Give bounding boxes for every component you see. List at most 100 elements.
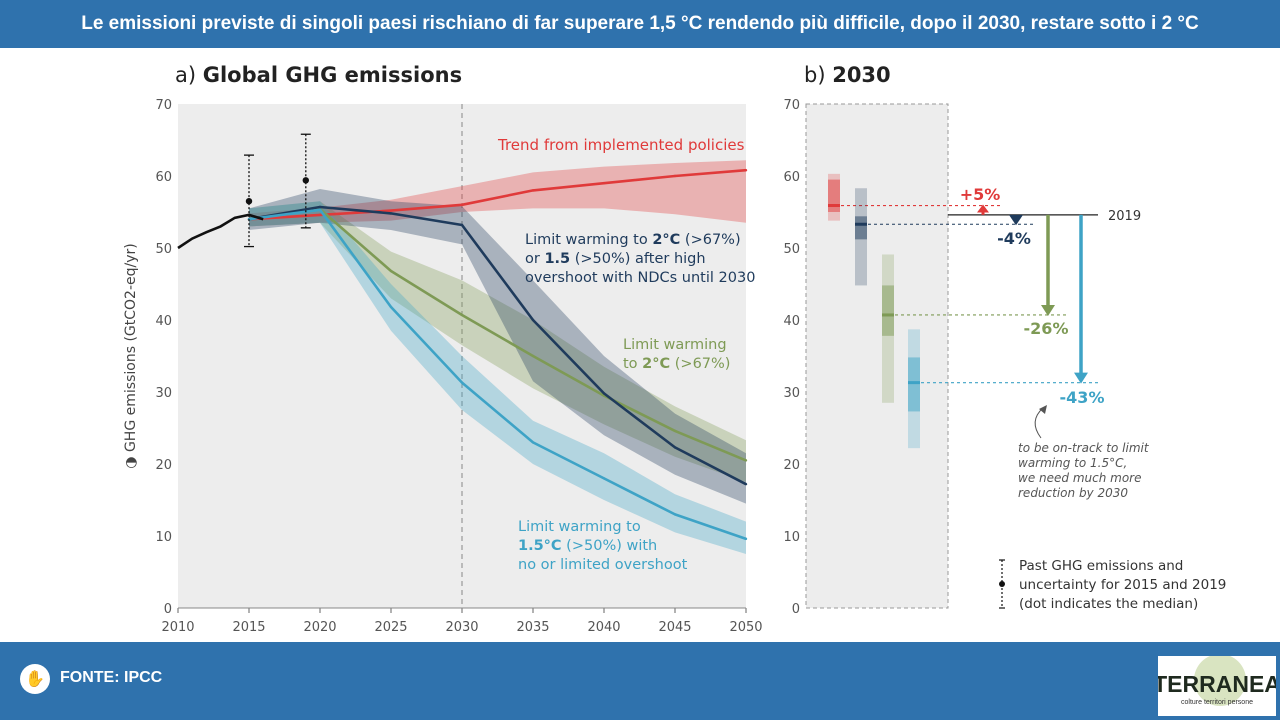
point-policies (460, 203, 464, 206)
reference-label-2019: 2019 (1108, 209, 1141, 224)
annotation-text: warming to 1.5°C, (1018, 456, 1127, 470)
x-tick-label: 2050 (729, 620, 762, 635)
point-policies (602, 182, 606, 185)
logo-tagline: colture territori persone (1181, 699, 1253, 706)
change-label-policies: +5% (960, 185, 1001, 204)
uncertainty-median (302, 177, 309, 184)
line-ndc (248, 205, 747, 486)
legend-text: uncertainty for 2015 and 2019 (1019, 577, 1226, 593)
panel-a-title: a) Global GHG emissions (175, 63, 462, 87)
line-c2 (248, 207, 747, 462)
y-tick-label: 10 (155, 530, 172, 545)
y-tick-label: 0 (164, 602, 172, 617)
label-15c: Limit warming to (518, 519, 641, 535)
range-median-ndc (855, 222, 867, 226)
x-tick-label: 2045 (658, 620, 691, 635)
range-median-policies (828, 204, 840, 208)
y-tick-label: 70 (783, 98, 800, 113)
hand-icon: ✋ (20, 664, 50, 694)
point-c2 (744, 459, 748, 462)
y-tick-label: 50 (155, 242, 172, 257)
panel-b-title: b) 2030 (804, 63, 891, 87)
panel-b-2030: b) 2030 0 10 20 30 40 50 60 70 2019 +5% -4% -26% -43%… (783, 63, 1226, 617)
point-c15 (531, 441, 535, 444)
range-iqr-policies (828, 179, 840, 212)
legend-text: (dot indicates the median) (1019, 596, 1198, 612)
point-ndc (389, 212, 393, 215)
point-ndc (531, 318, 535, 322)
line-historical (177, 213, 264, 250)
panel-a-global-emissions: a) Global GHG emissions01020304050607020… (123, 63, 763, 635)
point-c15 (673, 513, 677, 516)
point-c2 (531, 354, 535, 358)
point-policies (673, 174, 677, 178)
range-iqr-ndc (855, 216, 867, 240)
x-tick-label: 2035 (516, 620, 549, 635)
range-iqr-c15 (908, 357, 920, 412)
line-c15 (248, 208, 747, 541)
y-tick-label: 40 (783, 314, 800, 329)
band-policies (249, 160, 746, 227)
label-2c: Limit warming (623, 337, 727, 353)
banner-title: Le emissioni previste di singoli paesi r… (0, 0, 1280, 48)
point-c2 (673, 429, 677, 433)
x-tick-label: 2010 (161, 620, 194, 635)
point-c15 (389, 305, 393, 309)
annotation-text: to be on-track to limit (1018, 441, 1150, 455)
label-2c: to 2°C (>67%) (623, 356, 730, 372)
y-tick-label: 20 (783, 458, 800, 473)
range-iqr-c2 (882, 285, 894, 336)
point-ndc (744, 482, 748, 486)
x-tick-label: 2030 (445, 620, 478, 635)
label-ndc: or 1.5 (>50%) after high (525, 251, 706, 267)
point-policies (318, 213, 322, 217)
point-c2 (460, 313, 464, 317)
y-tick-label: 0 (792, 602, 800, 617)
y-tick-label: 40 (155, 314, 172, 329)
x-tick-label: 2040 (587, 620, 620, 635)
range-median-c15 (908, 381, 920, 385)
y-tick-label: 70 (155, 98, 172, 113)
point-c15 (460, 381, 464, 384)
y-tick-label: 30 (783, 386, 800, 401)
arrowhead-policies (977, 204, 989, 213)
y-tick-label: 60 (155, 170, 172, 185)
change-label-ndc: -4% (997, 229, 1031, 248)
point-c15 (318, 208, 322, 212)
y-tick-label: 30 (155, 386, 172, 401)
legend-text: Past GHG emissions and (1019, 558, 1183, 574)
y-tick-label: 10 (783, 530, 800, 545)
label-15c: no or limited overshoot (518, 557, 688, 573)
footer-bar (0, 642, 1280, 720)
point-policies (744, 169, 748, 172)
band-ndc (249, 189, 746, 504)
label-policies: Trend from implemented policies (497, 136, 745, 154)
arrowhead-ndc (1009, 214, 1023, 226)
y-tick-label: 20 (155, 458, 172, 473)
y-tick-label: 50 (783, 242, 800, 257)
y-tick-label: 60 (783, 170, 800, 185)
annotation-arrow (1034, 407, 1044, 439)
legend-median-dot (999, 581, 1005, 587)
point-ndc (602, 392, 606, 395)
point-c2 (389, 269, 393, 273)
uncertainty-median (245, 198, 253, 205)
annotation-text: we need much more (1018, 471, 1141, 485)
terranea-logo: TERRANEA colture territori persone (1158, 656, 1276, 716)
logo-wordmark: TERRANEA (1158, 671, 1276, 697)
y-axis-label: ◑ GHG emissions (GtCO2-eq/yr) (123, 243, 139, 468)
chart-figure: a) Global GHG emissions01020304050607020… (123, 63, 1226, 635)
label-ndc: overshoot with NDCs until 2030 (525, 270, 755, 286)
band-c2 (249, 201, 746, 482)
x-tick-label: 2020 (303, 620, 336, 635)
point-ndc (460, 223, 464, 227)
point-c15 (744, 537, 748, 541)
line-policies (248, 168, 747, 221)
source-label: FONTE: IPCC (60, 669, 163, 686)
panel-b-background (805, 103, 949, 609)
arrowhead-c15 (1074, 372, 1088, 384)
point-policies (531, 189, 535, 192)
x-tick-label: 2015 (232, 620, 265, 635)
point-ndc (318, 205, 322, 209)
arrowhead-c2 (1041, 304, 1055, 316)
